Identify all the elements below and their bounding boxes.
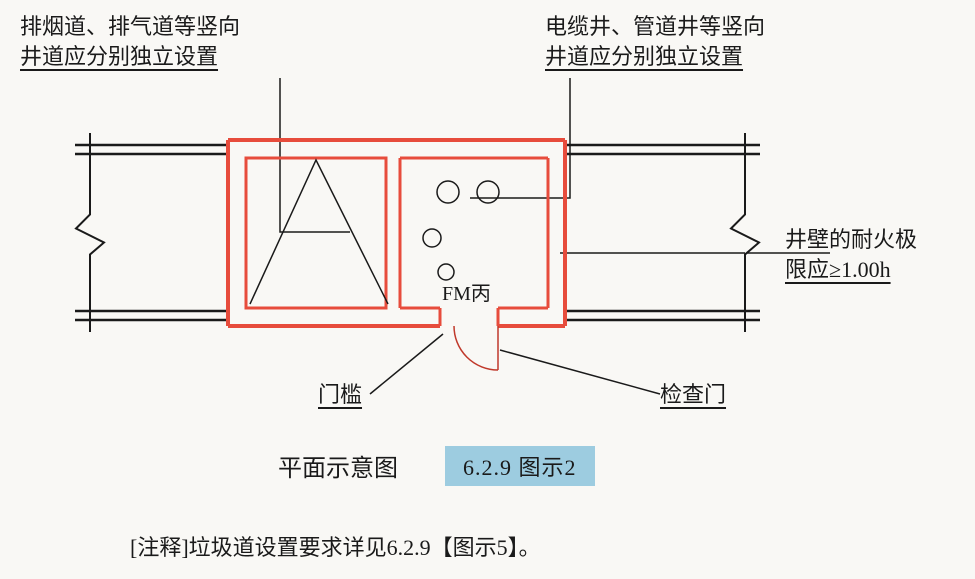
figure-canvas: 排烟道、排气道等竖向 井道应分别独立设置 电缆井、管道井等竖向 井道应分别独立设…	[0, 0, 975, 579]
fm-label: FM丙	[442, 283, 491, 305]
diagram-svg: FM丙	[0, 0, 975, 579]
